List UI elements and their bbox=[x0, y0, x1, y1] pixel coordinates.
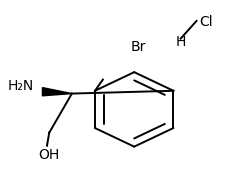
Text: Br: Br bbox=[131, 40, 146, 54]
Text: Cl: Cl bbox=[199, 15, 212, 29]
Text: H: H bbox=[175, 35, 186, 49]
Polygon shape bbox=[42, 88, 72, 96]
Text: H₂N: H₂N bbox=[7, 79, 33, 93]
Text: OH: OH bbox=[38, 148, 59, 162]
